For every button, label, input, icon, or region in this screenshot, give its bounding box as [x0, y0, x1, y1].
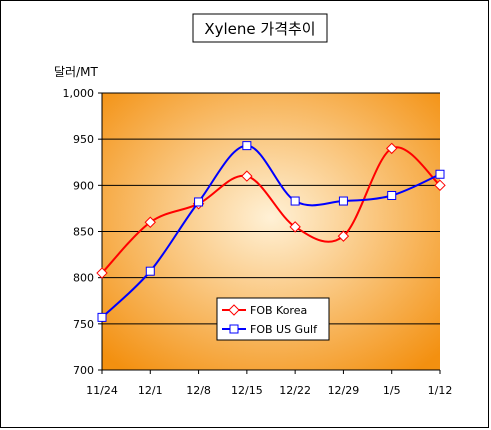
y-tick-label: 800: [73, 272, 94, 285]
data-point-fob-korea: [96, 267, 108, 279]
data-point-fob-korea: [434, 179, 446, 192]
data-point-fob-korea: [386, 142, 398, 155]
legend-marker-fob-korea: [228, 304, 240, 316]
x-tick-label: 12/22: [279, 384, 311, 397]
data-point-fob-korea: [144, 216, 156, 228]
x-tick-label: 1/12: [428, 384, 453, 397]
y-tick-label: 900: [73, 179, 94, 192]
legend-marker-fob-us-gulf: [229, 324, 239, 334]
data-point-fob-korea: [337, 230, 350, 242]
series-line-fob-us-gulf: [101, 144, 441, 319]
data-point-fob-us-gulf: [290, 196, 300, 206]
chart-title: Xylene 가격추이: [204, 20, 315, 38]
y-tick-label: 850: [73, 226, 94, 239]
x-tick-label: 1/5: [383, 384, 401, 397]
legend-label-fob-korea: FOB Korea: [250, 304, 307, 317]
data-point-fob-korea: [241, 170, 253, 182]
data-point-fob-us-gulf: [242, 141, 252, 151]
gridlines: [102, 92, 440, 325]
data-point-fob-us-gulf: [435, 169, 445, 179]
x-tick-label: 12/15: [231, 384, 263, 397]
axes: [98, 92, 441, 374]
y-axis-label: 달러/MT: [54, 65, 98, 79]
legend: FOB Korea FOB US Gulf: [216, 297, 330, 341]
chart-title-box: [192, 13, 328, 43]
x-tick-label: 11/24: [86, 384, 118, 397]
data-point-fob-us-gulf: [387, 190, 397, 200]
y-tick-label: 1,000: [63, 87, 95, 100]
data-point-fob-korea: [289, 221, 301, 233]
data-point-fob-us-gulf: [97, 312, 107, 322]
data-point-fob-us-gulf: [145, 266, 155, 276]
y-tick-labels: 700 750 800 850 900 950 1,000: [63, 87, 95, 377]
x-tick-label: 12/1: [138, 384, 163, 397]
y-tick-label: 950: [73, 133, 94, 146]
data-point-fob-us-gulf: [194, 197, 204, 207]
y-tick-label: 750: [73, 318, 94, 331]
x-tick-label: 12/8: [186, 384, 211, 397]
y-tick-label: 700: [73, 364, 94, 377]
x-tick-labels: 11/24 12/1 12/8 12/15 12/22 12/29 1/5 1/12: [86, 384, 452, 397]
legend-label-fob-us-gulf: FOB US Gulf: [250, 323, 318, 336]
series: [96, 141, 446, 322]
data-point-fob-us-gulf: [338, 196, 348, 206]
x-tick-label: 12/29: [328, 384, 360, 397]
